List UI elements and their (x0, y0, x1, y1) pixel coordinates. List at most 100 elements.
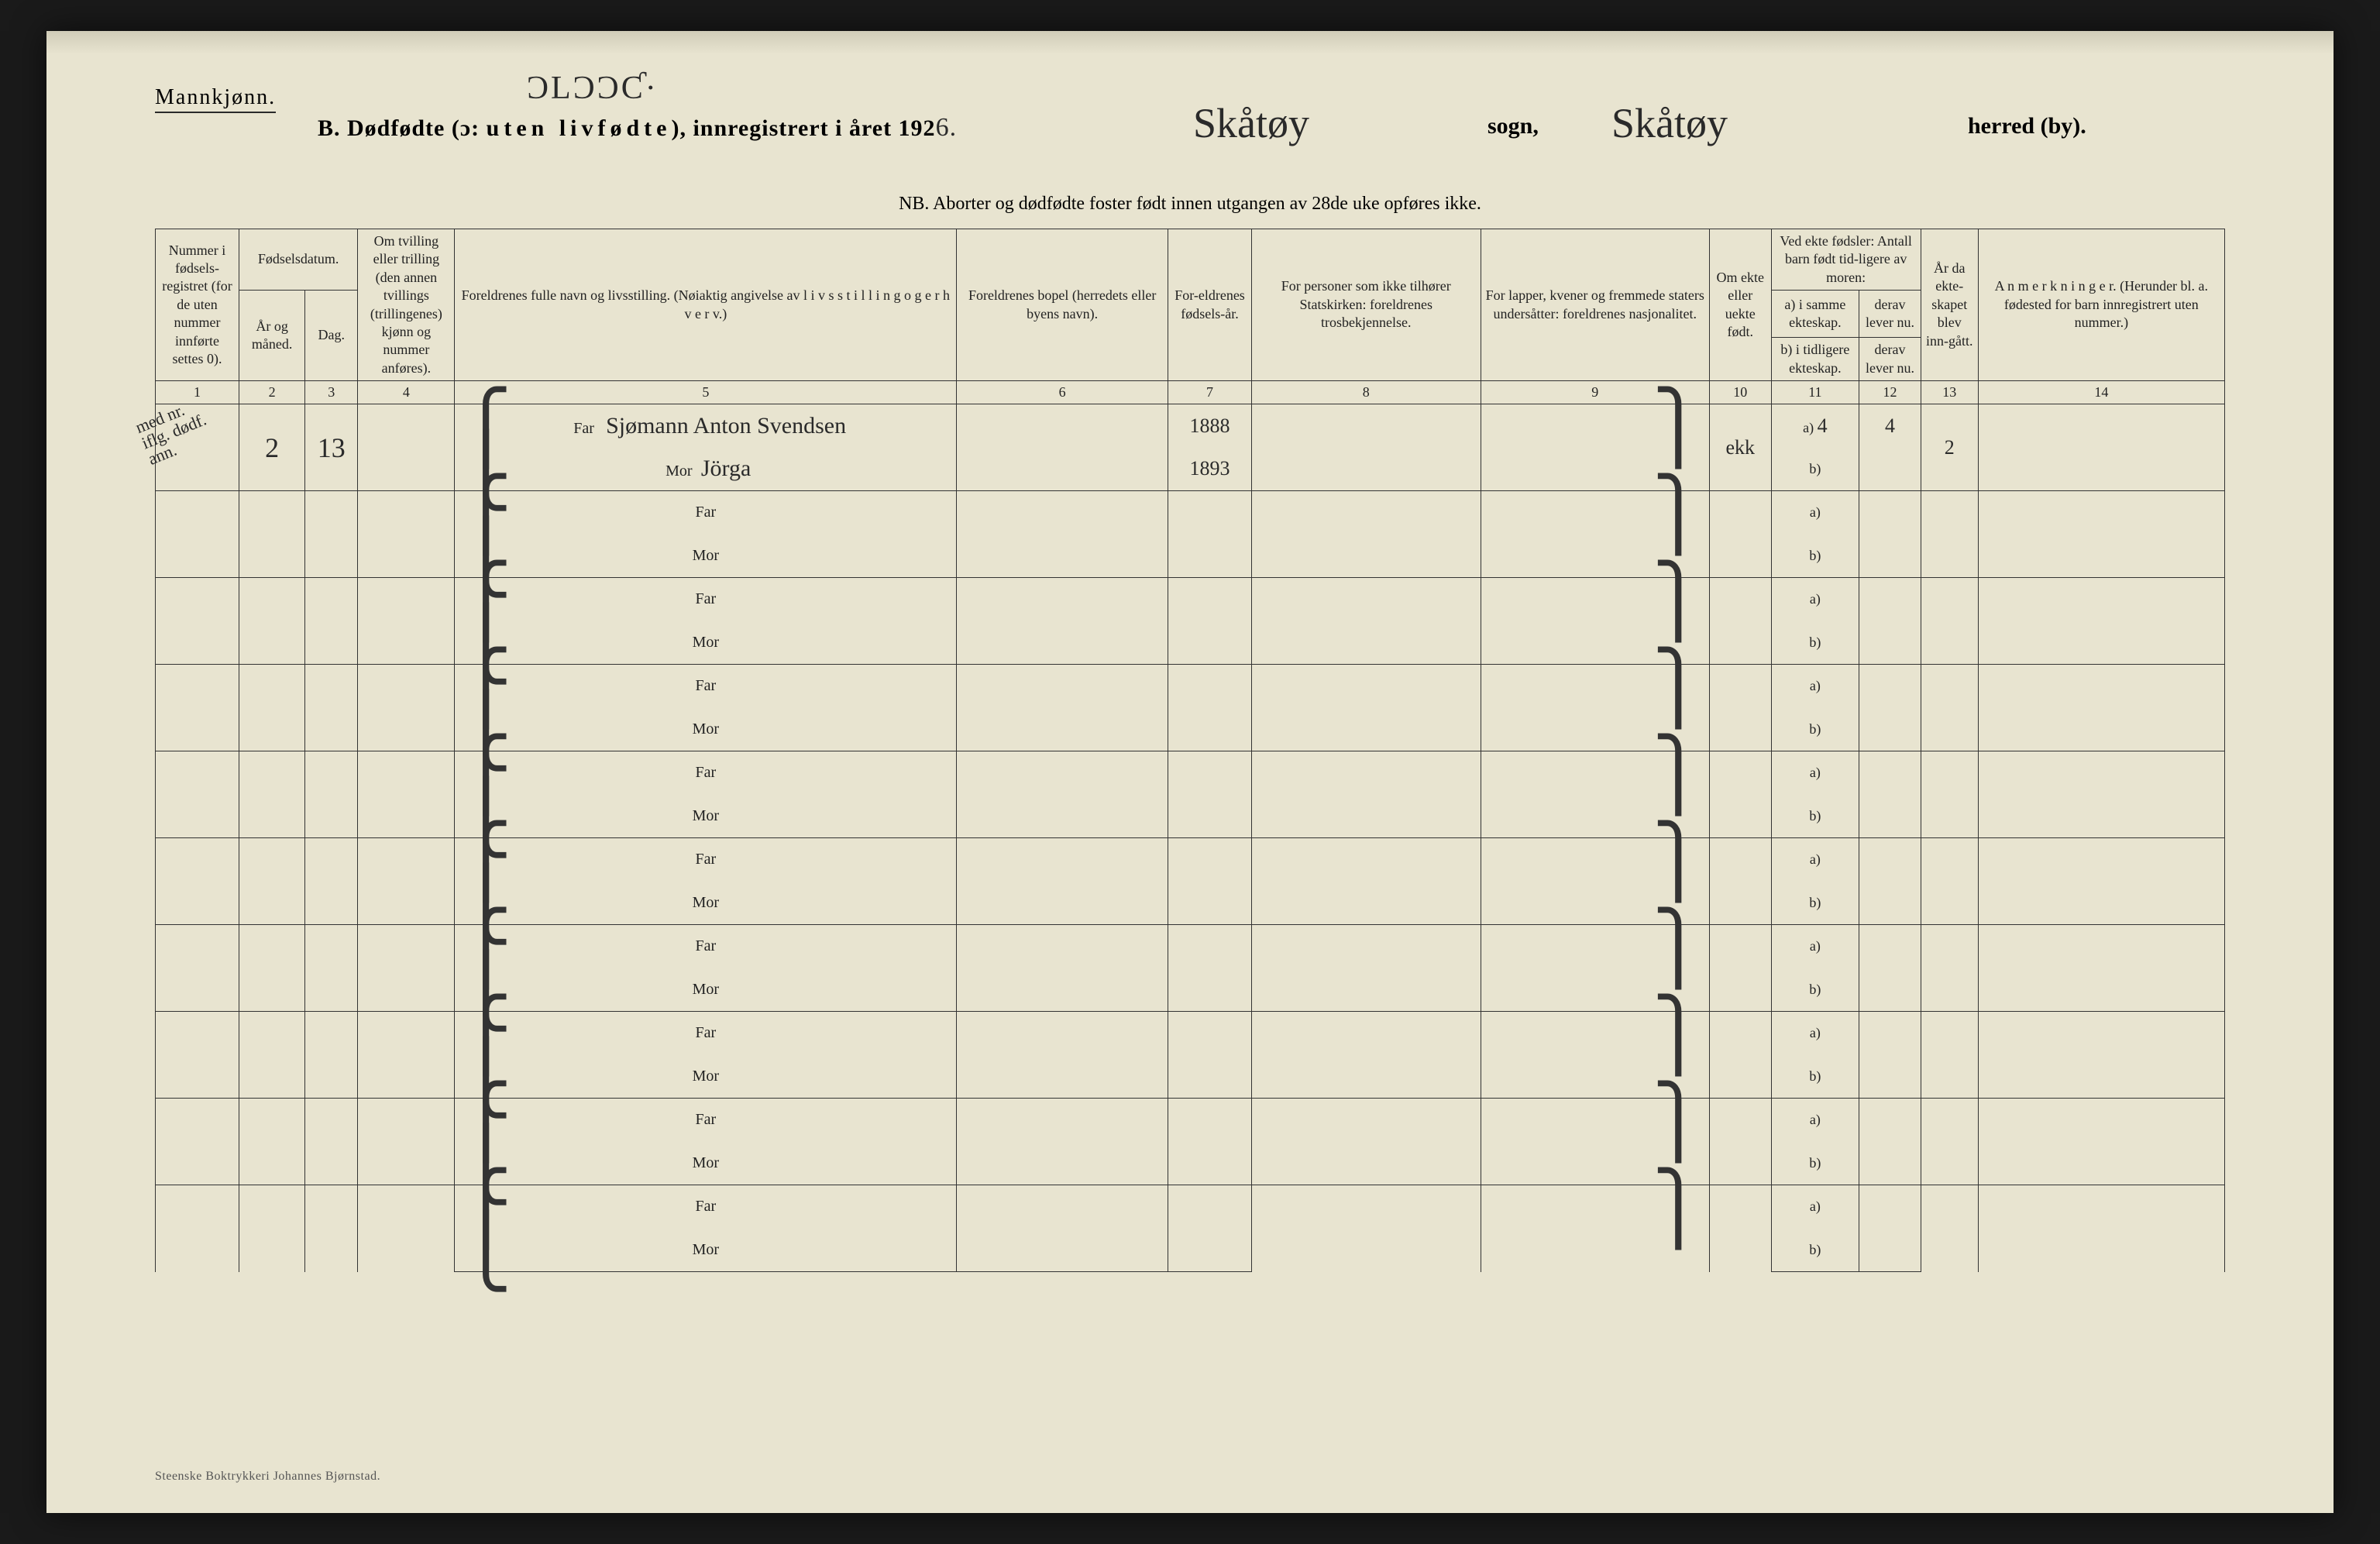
cell-b-derav (1859, 708, 1921, 751)
top-pencil-code: ƆLƆƆƇ· (527, 70, 659, 107)
cell-b-tidligere: b) (1771, 795, 1859, 838)
cell-far-name: ⎧Far (455, 1185, 957, 1229)
cell-mor-year (1168, 1142, 1252, 1185)
cell-mor-year (1168, 1229, 1252, 1272)
title-spaced: uten livfødte (487, 115, 672, 141)
colnum-14: 14 (1978, 381, 2224, 404)
cell-far-bopel (957, 751, 1168, 795)
cell-mor-bopel (957, 882, 1168, 925)
cell-b-derav (1859, 535, 1921, 578)
cell-far-bopel (957, 1185, 1168, 1229)
col-header-12a: derav lever nu. (1859, 291, 1921, 338)
cell-mor-name: ⎩Mor (455, 621, 957, 665)
cell-a-samme: a) (1771, 1012, 1859, 1055)
cell-mor-name: ⎩Mor (455, 882, 957, 925)
col-header-5: Foreldrenes fulle navn og livsstilling. … (455, 229, 957, 381)
cell-nasjonalitet: ⎫ (1481, 404, 1710, 491)
cell-ar-maned (239, 665, 304, 751)
cell-mor-year (1168, 1055, 1252, 1099)
cell-ar-maned (239, 838, 304, 925)
cell-b-tidligere: b) (1771, 708, 1859, 751)
cell-aar-ekteskap (1921, 665, 1978, 751)
cell-dag (305, 1099, 358, 1185)
cell-tvilling (358, 665, 455, 751)
col-header-12b: derav lever nu. (1859, 338, 1921, 381)
cell-anmerkninger (1978, 665, 2224, 751)
col-header-14: A n m e r k n i n g e r. (Herunder bl. a… (1978, 229, 2224, 381)
cell-nasjonalitet: ⎫ (1481, 1099, 1710, 1185)
cell-ar-maned (239, 578, 304, 665)
cell-b-derav (1859, 621, 1921, 665)
cell-nasjonalitet: ⎫ (1481, 491, 1710, 578)
col-header-2b: Dag. (305, 291, 358, 381)
cell-dag (305, 1012, 358, 1099)
cell-anmerkninger (1978, 404, 2224, 491)
cell-a-samme: a) (1771, 925, 1859, 968)
cell-tvilling (358, 1099, 455, 1185)
colnum-5: 5 (455, 381, 957, 404)
table-row: ⎩Morb) (156, 708, 2225, 751)
cell-a-derav (1859, 1012, 1921, 1055)
margin-note: med nr. iflg. dødf. ann. (133, 395, 215, 468)
cell-far-year (1168, 1099, 1252, 1142)
col-header-11-top: Ved ekte fødsler: Antall barn født tid-l… (1771, 229, 1921, 291)
cell-mor-bopel (957, 795, 1168, 838)
cell-far-year (1168, 665, 1252, 708)
table-row: ⎧Far⎫a) (156, 665, 2225, 708)
cell-nummer (156, 578, 239, 665)
table-row: ⎧Far⎫a) (156, 925, 2225, 968)
cell-mor-name: ⎩Mor (455, 1142, 957, 1185)
cell-tros (1252, 925, 1481, 1012)
cell-mor-name: ⎩Mor (455, 968, 957, 1012)
table-head: Nummer i fødsels-registret (for de uten … (156, 229, 2225, 404)
cell-nasjonalitet: ⎫ (1481, 838, 1710, 925)
paper-sheet: Mannkjønn. ƆLƆƆƇ· B. Dødfødte (ɔ: uten l… (46, 31, 2334, 1513)
cell-tros (1252, 1185, 1481, 1272)
cell-nasjonalitet: ⎫ (1481, 578, 1710, 665)
colnum-12: 12 (1859, 381, 1921, 404)
cell-b-tidligere: b) (1771, 1142, 1859, 1185)
cell-nasjonalitet: ⎫ (1481, 665, 1710, 751)
cell-nummer (156, 838, 239, 925)
cell-mor-bopel (957, 1142, 1168, 1185)
cell-anmerkninger (1978, 925, 2224, 1012)
table-row: ⎧Far⎫a) (156, 578, 2225, 621)
title-prefix: B. Dødfødte (ɔ: (318, 115, 487, 141)
nb-note: NB. Aborter og dødfødte foster født inne… (155, 194, 2225, 215)
cell-a-samme: a) (1771, 578, 1859, 621)
cell-far-name: ⎧Far (455, 1012, 957, 1055)
colnum-10: 10 (1710, 381, 1772, 404)
cell-dag (305, 578, 358, 665)
cell-b-tidligere: b) (1771, 1229, 1859, 1272)
cell-nasjonalitet: ⎫ (1481, 1185, 1710, 1272)
col-header-2a: År og måned. (239, 291, 304, 381)
table-row: ⎩Morb) (156, 1055, 2225, 1099)
cell-tros (1252, 1012, 1481, 1099)
cell-tvilling (358, 838, 455, 925)
table-row: ⎩Morb) (156, 882, 2225, 925)
cell-aar-ekteskap (1921, 1012, 1978, 1099)
cell-a-derav (1859, 578, 1921, 621)
cell-ar-maned (239, 925, 304, 1012)
cell-a-derav (1859, 665, 1921, 708)
cell-tros (1252, 404, 1481, 491)
cell-ar-maned (239, 491, 304, 578)
cell-b-derav (1859, 1142, 1921, 1185)
cell-aar-ekteskap: 2 (1921, 404, 1978, 491)
cell-nasjonalitet: ⎫ (1481, 925, 1710, 1012)
cell-tros (1252, 578, 1481, 665)
cell-b-tidligere: b) (1771, 968, 1859, 1012)
paper-edge-shadow (46, 31, 2334, 54)
cell-far-bopel (957, 838, 1168, 882)
table-body: med nr. iflg. dødf. ann.213⎧Far Sjømann … (156, 404, 2225, 1272)
cell-tvilling (358, 751, 455, 838)
cell-aar-ekteskap (1921, 491, 1978, 578)
cell-far-year (1168, 838, 1252, 882)
colnum-7: 7 (1168, 381, 1252, 404)
cell-a-samme: a) (1771, 838, 1859, 882)
cell-dag (305, 751, 358, 838)
cell-a-derav (1859, 491, 1921, 535)
table-row: ⎩Morb) (156, 795, 2225, 838)
scan-background: Mannkjønn. ƆLƆƆƇ· B. Dødfødte (ɔ: uten l… (0, 0, 2380, 1544)
cell-nummer (156, 751, 239, 838)
